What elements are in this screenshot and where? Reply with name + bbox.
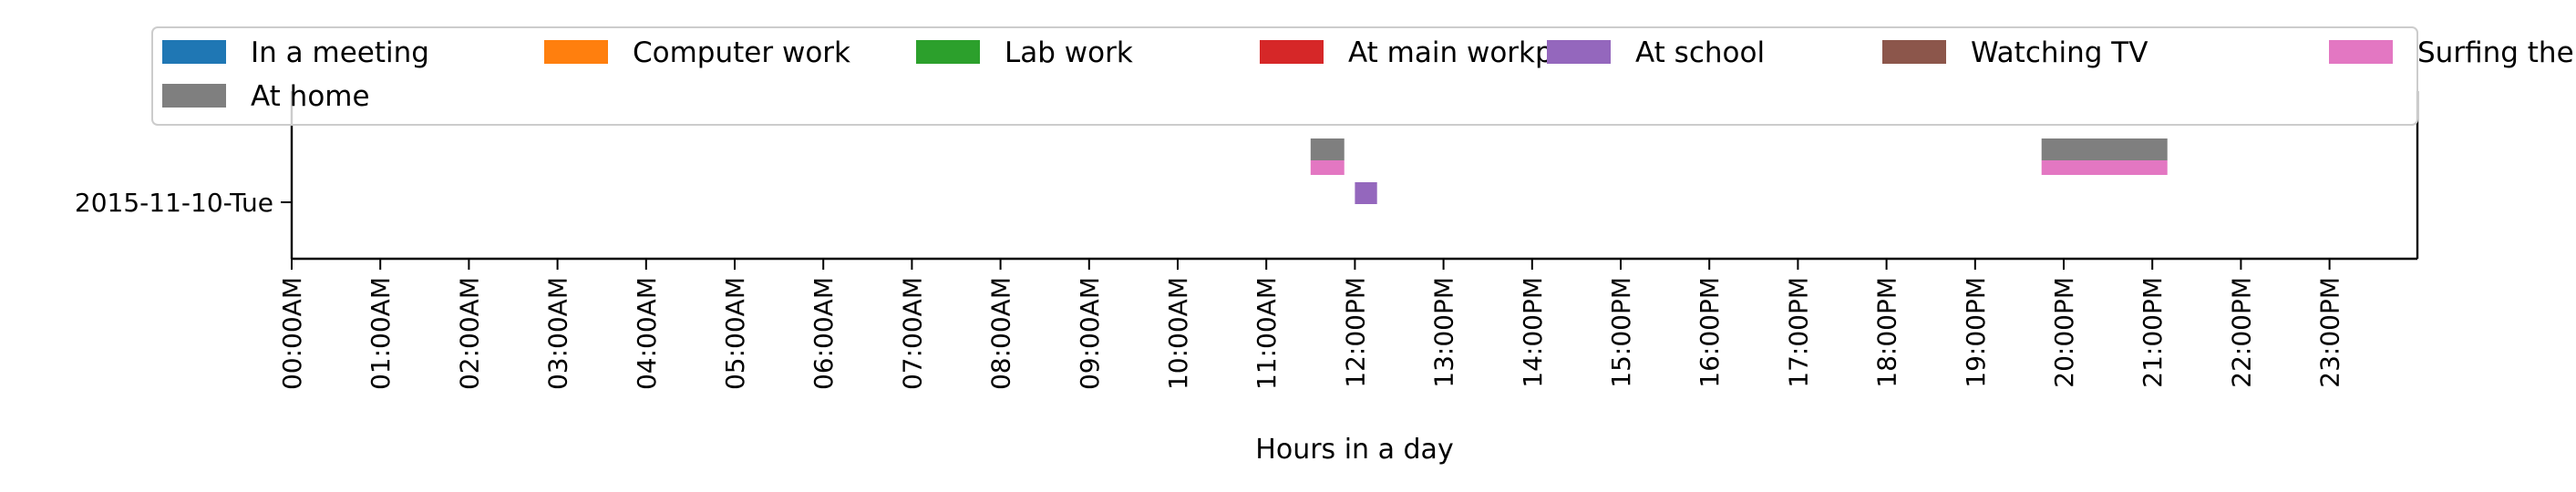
legend: In a meeting Computer work Lab work At main… (151, 26, 2576, 126)
bar-surfing-the-internet-0 (1310, 160, 1345, 175)
x-tick-label: 07:00AM (897, 277, 927, 390)
bar-at-home-0 (1310, 138, 1345, 160)
legend-swatch-surfing-the-internet (2329, 40, 2393, 64)
y-tick-label: 2015-11-10-Tue (75, 188, 273, 218)
legend-label-watching-tv: Watching TV (1971, 36, 2148, 69)
legend-swatch-at-main-workplace (1260, 40, 1324, 64)
x-tick-label: 23:00PM (2315, 277, 2345, 388)
legend-label-computer-work: Computer work (633, 36, 850, 69)
x-tick-label: 01:00AM (366, 277, 396, 390)
bar-at-home-1 (2041, 138, 2168, 160)
x-tick-label: 20:00PM (2049, 277, 2079, 388)
x-tick-label: 02:00AM (454, 277, 484, 390)
x-axis-ticks: 00:00AM 01:00AM 02:00AM 03:00AM 04:00AM 05:00… (277, 259, 2345, 390)
x-tick-label: 19:00PM (1961, 277, 1991, 388)
x-tick-label: 12:00PM (1340, 277, 1370, 388)
legend-swatch-at-home (162, 84, 226, 108)
legend-label-lab-work: Lab work (1005, 36, 1133, 69)
legend-label-surfing-the-internet: Surfing the internet (2417, 36, 2576, 69)
x-tick-label: 18:00PM (1872, 277, 1902, 388)
legend-label-at-home: At home (251, 80, 370, 113)
x-tick-label: 06:00AM (809, 277, 839, 390)
bar-surfing-the-internet-1 (2041, 160, 2168, 175)
legend-frame (151, 26, 2418, 126)
legend-swatch-at-school (1547, 40, 1611, 64)
legend-label-in-a-meeting: In a meeting (251, 36, 429, 69)
x-tick-label: 03:00AM (543, 277, 573, 390)
x-tick-label: 17:00PM (1783, 277, 1813, 388)
x-tick-label: 22:00PM (2226, 277, 2256, 388)
x-tick-label: 15:00PM (1606, 277, 1636, 388)
x-tick-label: 09:00AM (1075, 277, 1105, 390)
x-tick-label: 00:00AM (277, 277, 307, 390)
x-tick-label: 16:00PM (1695, 277, 1725, 388)
x-tick-label: 14:00PM (1518, 277, 1548, 388)
legend-swatch-computer-work (544, 40, 608, 64)
x-tick-label: 11:00AM (1252, 277, 1282, 390)
legend-swatch-lab-work (916, 40, 980, 64)
x-tick-label: 04:00AM (632, 277, 662, 390)
legend-swatch-in-a-meeting (162, 40, 226, 64)
x-tick-label: 13:00PM (1429, 277, 1459, 388)
x-tick-label: 21:00PM (2138, 277, 2168, 388)
bar-at-school-0 (1355, 182, 1377, 204)
x-axis-label: Hours in a day (1255, 434, 1453, 466)
legend-label-at-school: At school (1635, 36, 1765, 69)
legend-swatch-watching-tv (1882, 40, 1946, 64)
x-tick-label: 08:00AM (986, 277, 1016, 390)
activity-bars (1310, 138, 2168, 204)
x-tick-label: 05:00AM (720, 277, 750, 390)
x-tick-label: 10:00AM (1163, 277, 1193, 390)
y-axis-ticks: 2015-11-10-Tue (75, 188, 292, 218)
